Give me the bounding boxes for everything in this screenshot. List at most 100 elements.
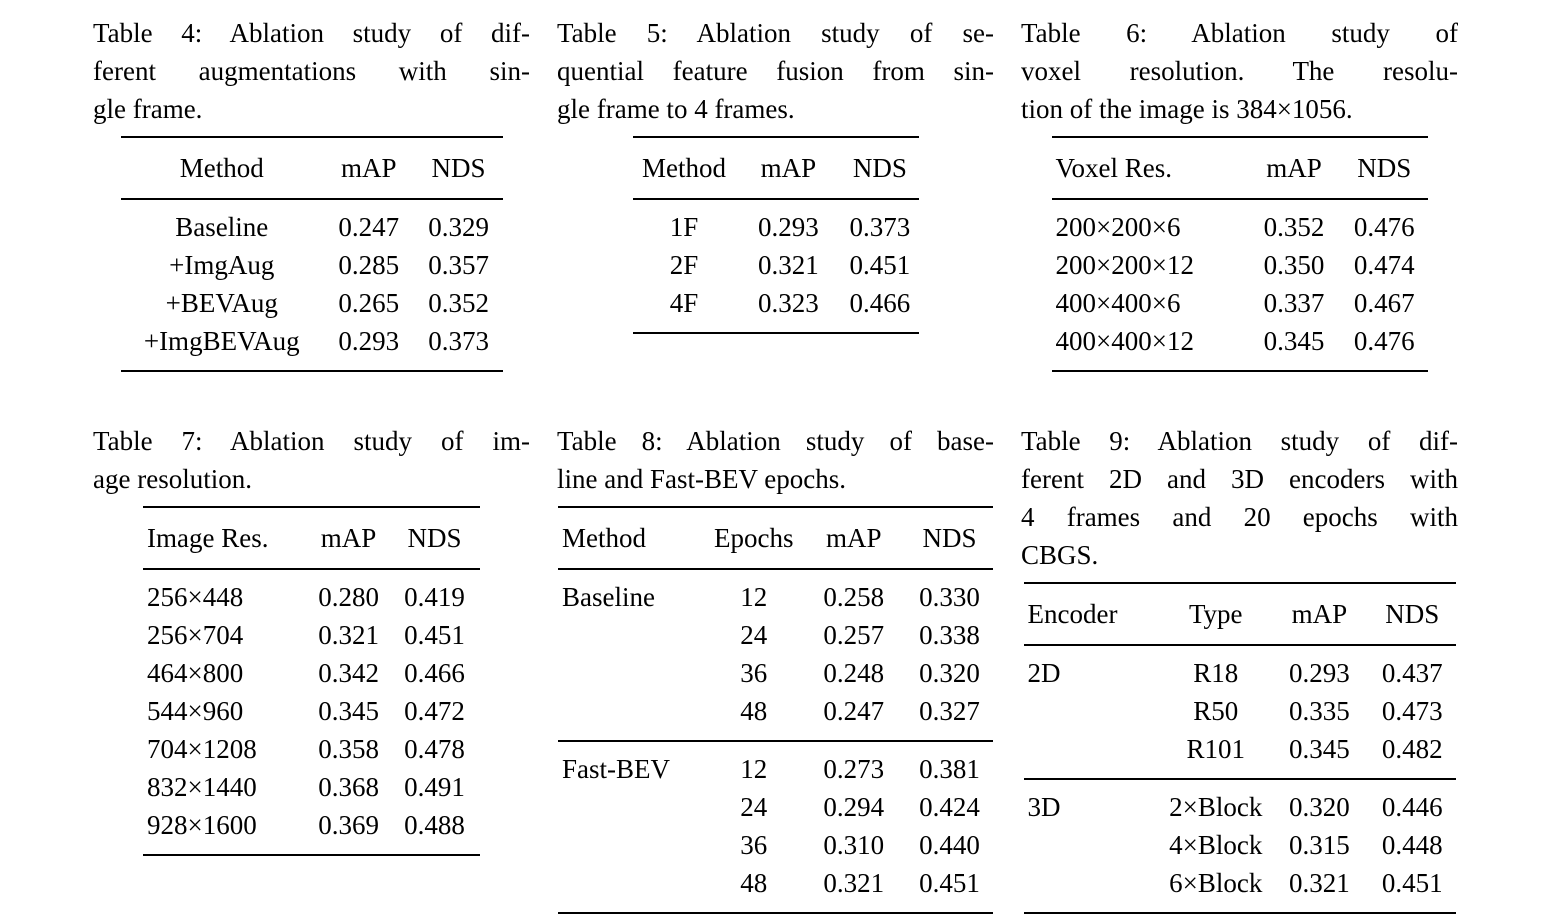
- table-cell: 0.437: [1381, 658, 1443, 688]
- table-cell: 0.321: [823, 868, 885, 898]
- column-header: mAP: [1291, 599, 1348, 629]
- table-row: +ImgAug 0.285 0.357: [121, 246, 503, 284]
- table-cell: 0.345: [1263, 326, 1325, 356]
- caption-line: Table 5: Ablation study of se-: [557, 18, 994, 48]
- table-4-table: Method mAP NDS Baseline 0.247 0.329 +ImgAug 0.2…: [93, 136, 530, 372]
- table-cell: 0.482: [1381, 734, 1443, 764]
- table-row: 704×1208 0.358 0.478: [143, 730, 480, 768]
- table-cell: R18: [1193, 658, 1239, 688]
- caption-line: Table 4: Ablation study of dif-: [93, 18, 530, 48]
- table-cell: [1024, 864, 1162, 913]
- table-cell: 24: [740, 792, 768, 822]
- table-row: 928×1600 0.369 0.488: [143, 806, 480, 855]
- table-cell: 48: [740, 868, 768, 898]
- table-cell: 0.373: [428, 326, 489, 356]
- header-row: Voxel Res. mAP NDS: [1052, 137, 1428, 199]
- table-cell: 0.293: [338, 326, 400, 356]
- table-cell: 36: [740, 830, 768, 860]
- table-row: 400×400×12 0.345 0.476: [1052, 322, 1428, 371]
- table-cell: 0.451: [919, 868, 980, 898]
- table-cell: 4F: [669, 288, 699, 318]
- table-cell: +ImgAug: [169, 250, 275, 280]
- table-cell: 2×Block: [1169, 792, 1263, 822]
- table-row: 3D 2×Block 0.320 0.446: [1024, 779, 1456, 826]
- table-cell: 0.478: [404, 734, 465, 764]
- table-row: 36 0.248 0.320: [558, 654, 993, 692]
- table-cell: 0.247: [338, 212, 400, 242]
- table-cell: +ImgBEVAug: [143, 326, 300, 356]
- caption-line: CBGS.: [1021, 540, 1099, 570]
- row-group: 2D R18 0.293 0.437 R50 0.335 0.473 R101 0.345 0.4…: [1024, 645, 1456, 779]
- table-cell: R101: [1186, 734, 1245, 764]
- header-row: Image Res. mAP NDS: [143, 507, 480, 569]
- table-cell: 0.323: [757, 288, 819, 318]
- table-8-table: Method Epochs mAP NDS Baseline 12 0.258 0.330 24…: [557, 506, 994, 914]
- table-cell: 0.419: [404, 582, 465, 612]
- table-7-table: Image Res. mAP NDS 256×448 0.280 0.419 256×704…: [93, 506, 530, 856]
- table-cell: 6×Block: [1169, 868, 1263, 898]
- table-row: Baseline 0.247 0.329: [121, 199, 503, 246]
- table-5-caption: Table 5: Ablation study of se-quential f…: [557, 14, 994, 128]
- table-cell: 0.285: [338, 250, 400, 280]
- table-cell: 48: [740, 696, 768, 726]
- table-row: 200×200×12 0.350 0.474: [1052, 246, 1428, 284]
- table-cell: 0.474: [1353, 250, 1415, 280]
- table-cell: 0.345: [1289, 734, 1350, 764]
- caption-line: age resolution.: [93, 464, 252, 494]
- table-cell: 464×800: [147, 658, 244, 688]
- column-header: NDS: [852, 153, 907, 183]
- table-7-caption: Table 7: Ablation study of im-age resolu…: [93, 422, 530, 498]
- table-cell: [558, 826, 706, 864]
- table-5-section: Table 5: Ablation study of se-quential f…: [557, 14, 994, 372]
- table-row: 4×Block 0.315 0.448: [1024, 826, 1456, 864]
- table-row: 2D R18 0.293 0.437: [1024, 645, 1456, 692]
- column-header: mAP: [1266, 153, 1322, 183]
- row-group: 1F 0.293 0.373 2F 0.321 0.451 4F 0.323 0.466: [633, 199, 919, 333]
- table-cell: 0.273: [823, 754, 885, 784]
- table-cell: 400×400×6: [1055, 288, 1181, 318]
- table-9-section: Table 9: Ablation study of dif-ferent 2D…: [1021, 422, 1458, 914]
- column-header: Method: [641, 153, 726, 183]
- table-cell: 0.265: [338, 288, 400, 318]
- table-4-caption: Table 4: Ablation study of dif-ferent au…: [93, 14, 530, 128]
- table-6-table: Voxel Res. mAP NDS 200×200×6 0.352 0.476 200×2…: [1021, 136, 1458, 372]
- table-cell: Fast-BEV: [562, 754, 670, 784]
- table-cell: 544×960: [147, 696, 244, 726]
- header-row: Method mAP NDS: [633, 137, 919, 199]
- table-cell: 832×1440: [147, 772, 257, 802]
- table-cell: 0.368: [318, 772, 379, 802]
- table-row: 2F 0.321 0.451: [633, 246, 919, 284]
- table-cell: 0.293: [757, 212, 819, 242]
- table-cell: +BEVAug: [165, 288, 278, 318]
- table-cell: 0.373: [849, 212, 911, 242]
- table-cell: 0.329: [428, 212, 489, 242]
- table-cell: 0.330: [919, 582, 980, 612]
- column-header: Method: [179, 153, 264, 183]
- table-cell: 3D: [1027, 792, 1061, 822]
- table-cell: 0.293: [1289, 658, 1350, 688]
- column-header: NDS: [1357, 153, 1412, 183]
- table-7-section: Table 7: Ablation study of im-age resolu…: [93, 422, 530, 914]
- table-cell: 0.466: [849, 288, 911, 318]
- table-cell: 256×448: [147, 582, 244, 612]
- table-cell: [558, 864, 706, 913]
- table-7: Image Res. mAP NDS 256×448 0.280 0.419 256×704…: [143, 506, 480, 856]
- column-header: Type: [1188, 599, 1243, 629]
- table-row: +BEVAug 0.265 0.352: [121, 284, 503, 322]
- column-header: Encoder: [1027, 599, 1118, 629]
- column-header: mAP: [341, 153, 397, 183]
- caption-line: gle frame.: [93, 94, 203, 124]
- table-cell: 704×1208: [147, 734, 257, 764]
- table-cell: 0.467: [1353, 288, 1415, 318]
- caption-line: 4 frames and 20 epochs with: [1021, 502, 1458, 532]
- table-8-section: Table 8: Ablation study of base-line and…: [557, 422, 994, 914]
- table-row: Fast-BEV 12 0.273 0.381: [558, 741, 993, 788]
- table-cell: 4×Block: [1169, 830, 1263, 860]
- table-cell: 0.310: [823, 830, 885, 860]
- table-cell: 0.358: [318, 734, 379, 764]
- table-5: Method mAP NDS 1F 0.293 0.373 2F 0.321 0.451 4F 0.…: [632, 136, 919, 334]
- row-group: 256×448 0.280 0.419 256×704 0.321 0.451 464×80…: [143, 569, 480, 855]
- table-cell: [558, 788, 706, 826]
- table-8: Method Epochs mAP NDS Baseline 12 0.258 0.330 24…: [558, 506, 993, 914]
- table-cell: 0.451: [1381, 868, 1443, 898]
